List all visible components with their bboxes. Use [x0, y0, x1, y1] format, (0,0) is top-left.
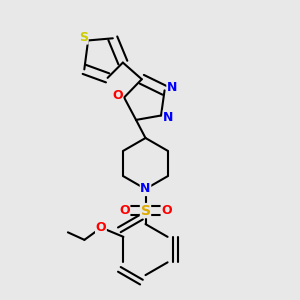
Text: O: O [96, 221, 106, 234]
Text: O: O [112, 89, 123, 103]
Text: N: N [167, 82, 177, 94]
Text: N: N [164, 110, 174, 124]
Text: S: S [140, 204, 151, 218]
Text: O: O [161, 204, 172, 217]
Text: O: O [119, 204, 130, 217]
Text: S: S [79, 31, 88, 44]
Text: N: N [140, 182, 151, 196]
